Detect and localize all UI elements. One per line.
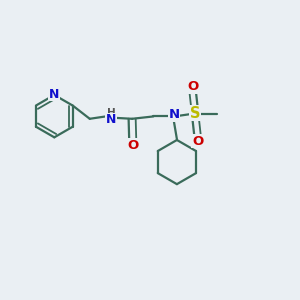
Text: O: O [127, 139, 138, 152]
Text: O: O [192, 135, 203, 148]
Text: N: N [49, 88, 59, 100]
Text: O: O [187, 80, 198, 94]
Text: S: S [190, 106, 200, 121]
Text: N: N [168, 109, 179, 122]
Text: N: N [106, 113, 116, 127]
Text: H: H [106, 108, 115, 118]
